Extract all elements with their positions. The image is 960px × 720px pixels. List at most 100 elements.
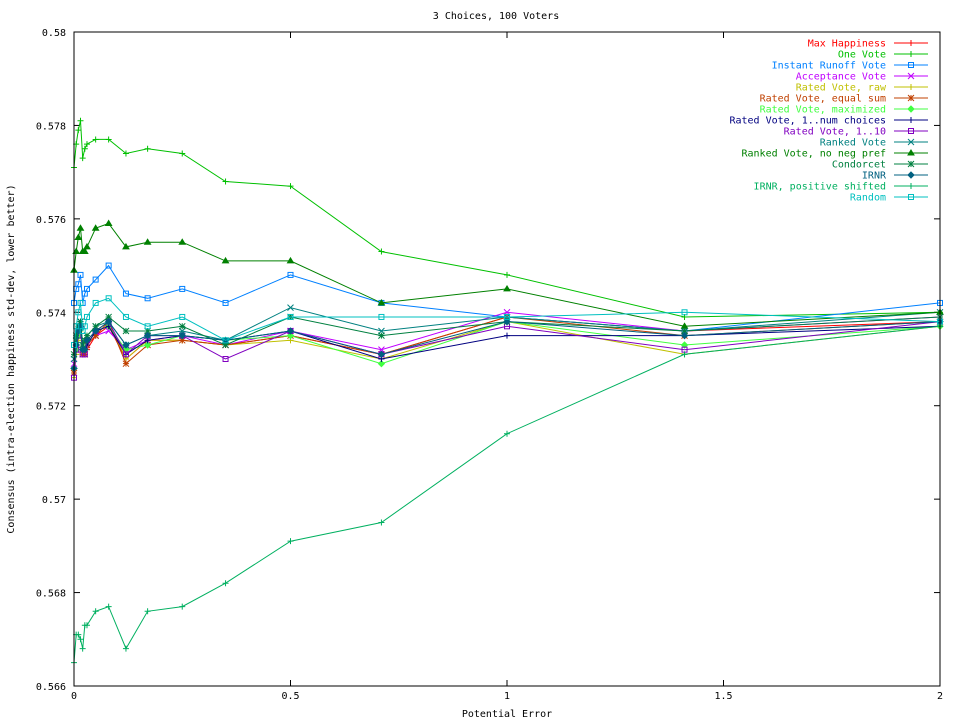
- legend-label: IRNR, positive shifted: [754, 182, 886, 193]
- y-tick-label: 0.576: [36, 215, 66, 226]
- data-point: [144, 145, 151, 152]
- plot-series: [70, 117, 944, 666]
- data-point: [178, 336, 186, 344]
- data-point: [122, 150, 129, 157]
- data-point: [287, 538, 294, 545]
- data-point: [122, 290, 129, 297]
- data-point: [144, 327, 151, 335]
- data-point: [908, 117, 914, 123]
- y-tick-label: 0.58: [42, 28, 66, 39]
- data-point: [79, 645, 86, 652]
- data-point: [80, 247, 89, 255]
- data-point: [221, 256, 230, 264]
- data-point: [179, 313, 186, 320]
- data-point: [144, 608, 151, 615]
- data-point: [72, 332, 80, 339]
- data-point: [92, 136, 99, 143]
- data-point: [907, 105, 915, 113]
- data-point: [105, 295, 112, 302]
- data-point: [222, 337, 229, 344]
- legend-entry: Rated Vote, equal sum: [760, 94, 928, 105]
- data-point: [122, 327, 130, 335]
- data-point: [179, 150, 186, 157]
- data-point: [104, 317, 113, 326]
- data-point: [907, 138, 915, 146]
- data-point: [92, 299, 99, 306]
- data-point: [104, 219, 113, 227]
- data-point: [105, 313, 112, 321]
- legend-entry: Ranked Vote: [820, 138, 928, 149]
- y-tick-label: 0.57: [42, 495, 66, 506]
- data-point: [143, 331, 152, 340]
- data-point: [105, 136, 112, 143]
- legend-entry: Rated Vote, 1..num choices: [729, 116, 928, 127]
- data-point: [287, 313, 294, 320]
- series-ranked-vote-no-neg-pref: [70, 219, 944, 329]
- data-point: [907, 149, 915, 156]
- data-point: [504, 271, 510, 278]
- data-point: [377, 350, 386, 359]
- data-point: [91, 327, 100, 335]
- data-point: [286, 256, 295, 264]
- data-point: [144, 323, 151, 330]
- data-point: [222, 341, 229, 349]
- legend-label: Rated Vote, 1..10: [784, 127, 886, 138]
- legend-entry: Random: [850, 193, 928, 204]
- data-point: [222, 299, 229, 306]
- data-point: [286, 327, 295, 335]
- data-point: [77, 271, 84, 278]
- x-tick-label: 0.5: [281, 691, 299, 702]
- data-point: [122, 341, 130, 349]
- data-point: [122, 351, 129, 358]
- data-point: [75, 127, 82, 134]
- x-tick-label: 2: [937, 691, 943, 702]
- data-point: [72, 247, 81, 255]
- legend-entry: Rated Vote, 1..10: [784, 127, 928, 138]
- data-point: [77, 318, 84, 325]
- data-point: [81, 145, 88, 152]
- data-point: [222, 580, 229, 587]
- legend-entry: Condorcet: [832, 160, 928, 171]
- data-point: [77, 636, 84, 643]
- data-point: [504, 430, 510, 437]
- data-point: [178, 238, 187, 245]
- y-tick-label: 0.574: [36, 308, 66, 319]
- legend-label: Rated Vote, raw: [796, 83, 887, 94]
- data-point: [908, 62, 914, 68]
- data-point: [105, 603, 112, 610]
- data-point: [122, 645, 129, 652]
- legend-entry: Instant Runoff Vote: [772, 61, 928, 72]
- data-point: [908, 128, 914, 134]
- legend-entry: Max Happiness: [808, 39, 928, 50]
- legend-label: Condorcet: [832, 160, 886, 171]
- data-point: [179, 603, 186, 610]
- data-point: [503, 317, 511, 326]
- legend-label: Acceptance Vote: [796, 72, 886, 83]
- data-point: [907, 94, 915, 102]
- legend-entry: Rated Vote, maximized: [760, 105, 928, 116]
- series-line: [73, 297, 941, 346]
- data-point: [122, 313, 129, 320]
- data-point: [79, 155, 86, 162]
- data-point: [75, 281, 82, 288]
- data-point: [681, 351, 688, 358]
- legend-label: Instant Runoff Vote: [772, 61, 886, 72]
- data-point: [681, 309, 688, 316]
- x-tick-label: 1: [504, 691, 510, 702]
- legend-label: One Vote: [838, 50, 886, 61]
- data-point: [83, 313, 90, 320]
- data-point: [222, 178, 229, 185]
- data-point: [81, 345, 89, 354]
- y-axis-label: Consensus (intra-election happiness std-…: [6, 184, 17, 533]
- data-point: [908, 84, 914, 90]
- legend-label: IRNR: [862, 171, 887, 182]
- data-point: [179, 285, 186, 292]
- data-point: [83, 141, 90, 148]
- data-point: [122, 242, 130, 250]
- data-point: [92, 322, 100, 330]
- data-point: [681, 327, 688, 335]
- data-point: [907, 160, 915, 168]
- legend-entry: Acceptance Vote: [796, 72, 928, 83]
